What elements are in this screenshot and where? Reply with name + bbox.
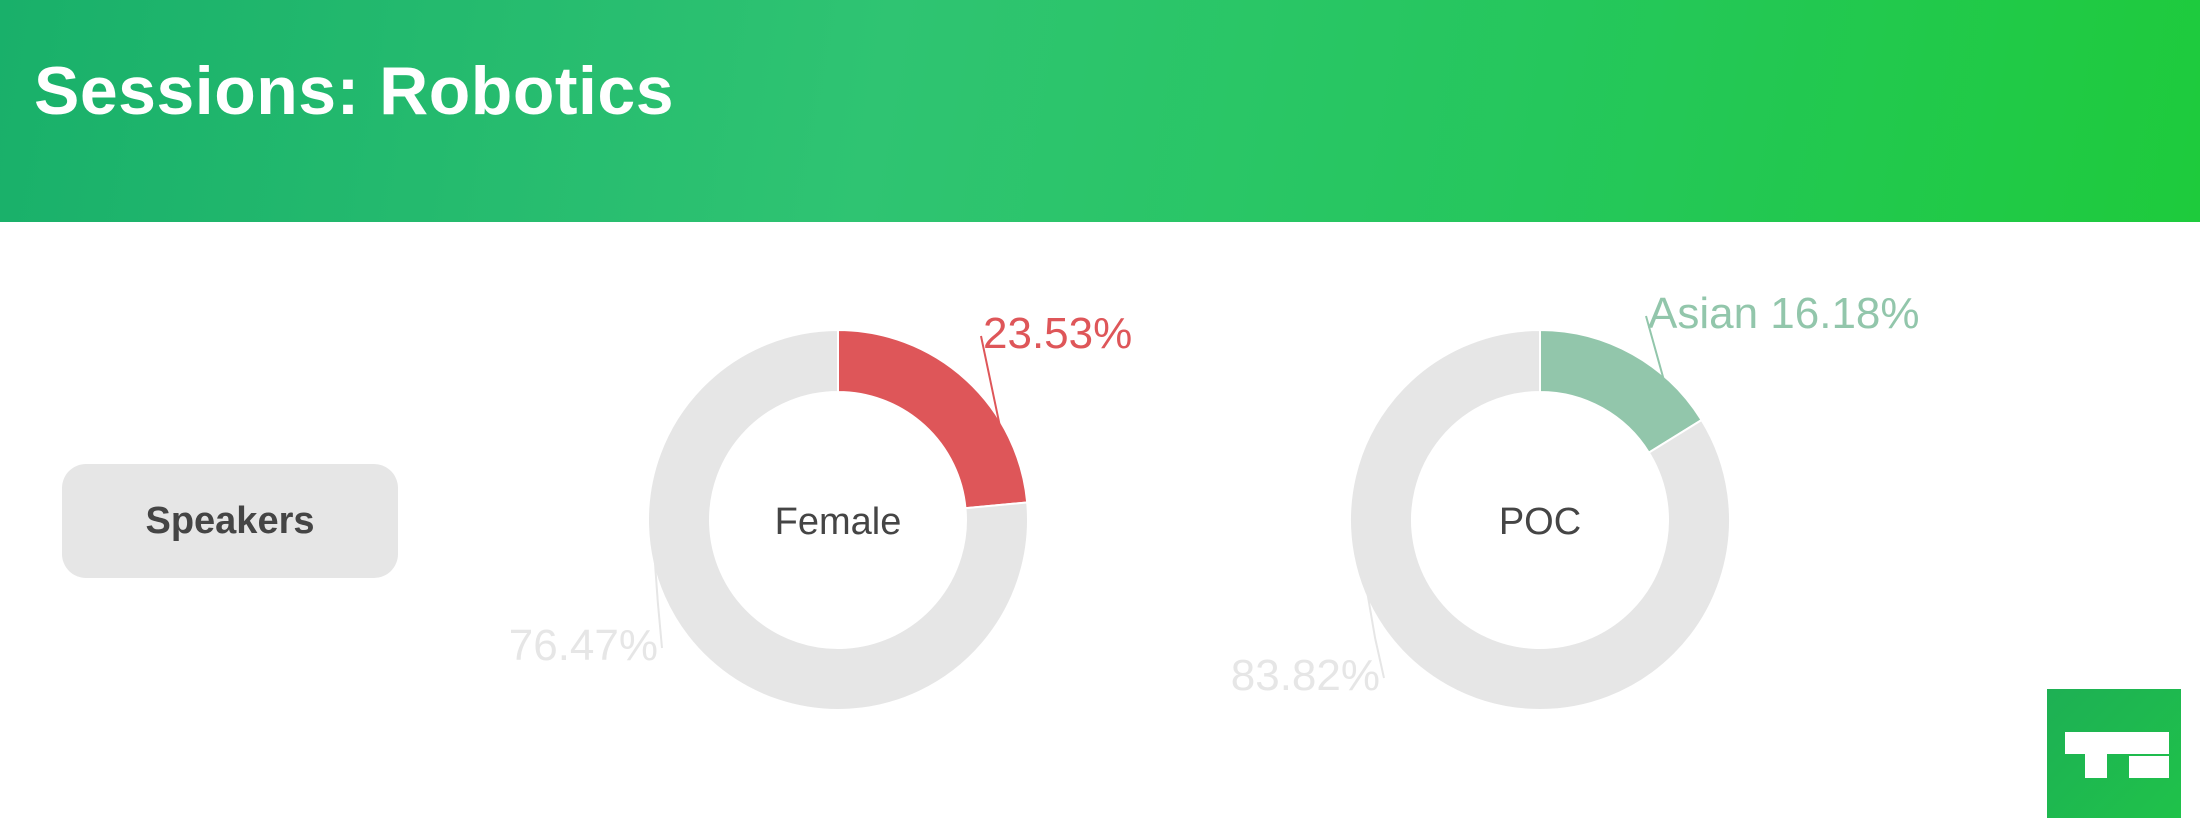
donut-1-value-label-1: 83.82% [1231,651,1380,700]
donut-0-leader-line-1 [652,544,663,649]
header-banner: Sessions: Robotics [0,0,2200,222]
donut-1-leader-line-1 [1365,586,1385,679]
donut-chart-female: 23.53% 76.47% Female [509,309,1132,711]
donut-0-leader-line-0 [980,335,1002,431]
donut-1-slice-1 [1349,328,1731,711]
page-title: Sessions: Robotics [34,53,675,129]
donut-1-leader-line-0 [1645,315,1666,382]
donut-0-value-label-0: 23.53% [983,309,1132,358]
donut-1-value-label-0: Asian 16.18% [1648,289,1920,338]
speakers-label: Speakers [145,499,315,542]
donut-charts: 23.53% 76.47% Female Asian 16.18% 83.82% POC [509,289,1920,711]
speakers-label-box: Speakers [62,464,398,578]
techcrunch-logo-icon [2047,689,2181,818]
donut-chart-poc: Asian 16.18% 83.82% POC [1231,289,1920,711]
donut-1-center-label: POC [1499,501,1581,543]
donut-0-center-label: Female [775,501,902,543]
donut-0-value-label-1: 76.47% [509,621,658,670]
donut-0-slice-1 [647,328,1029,711]
